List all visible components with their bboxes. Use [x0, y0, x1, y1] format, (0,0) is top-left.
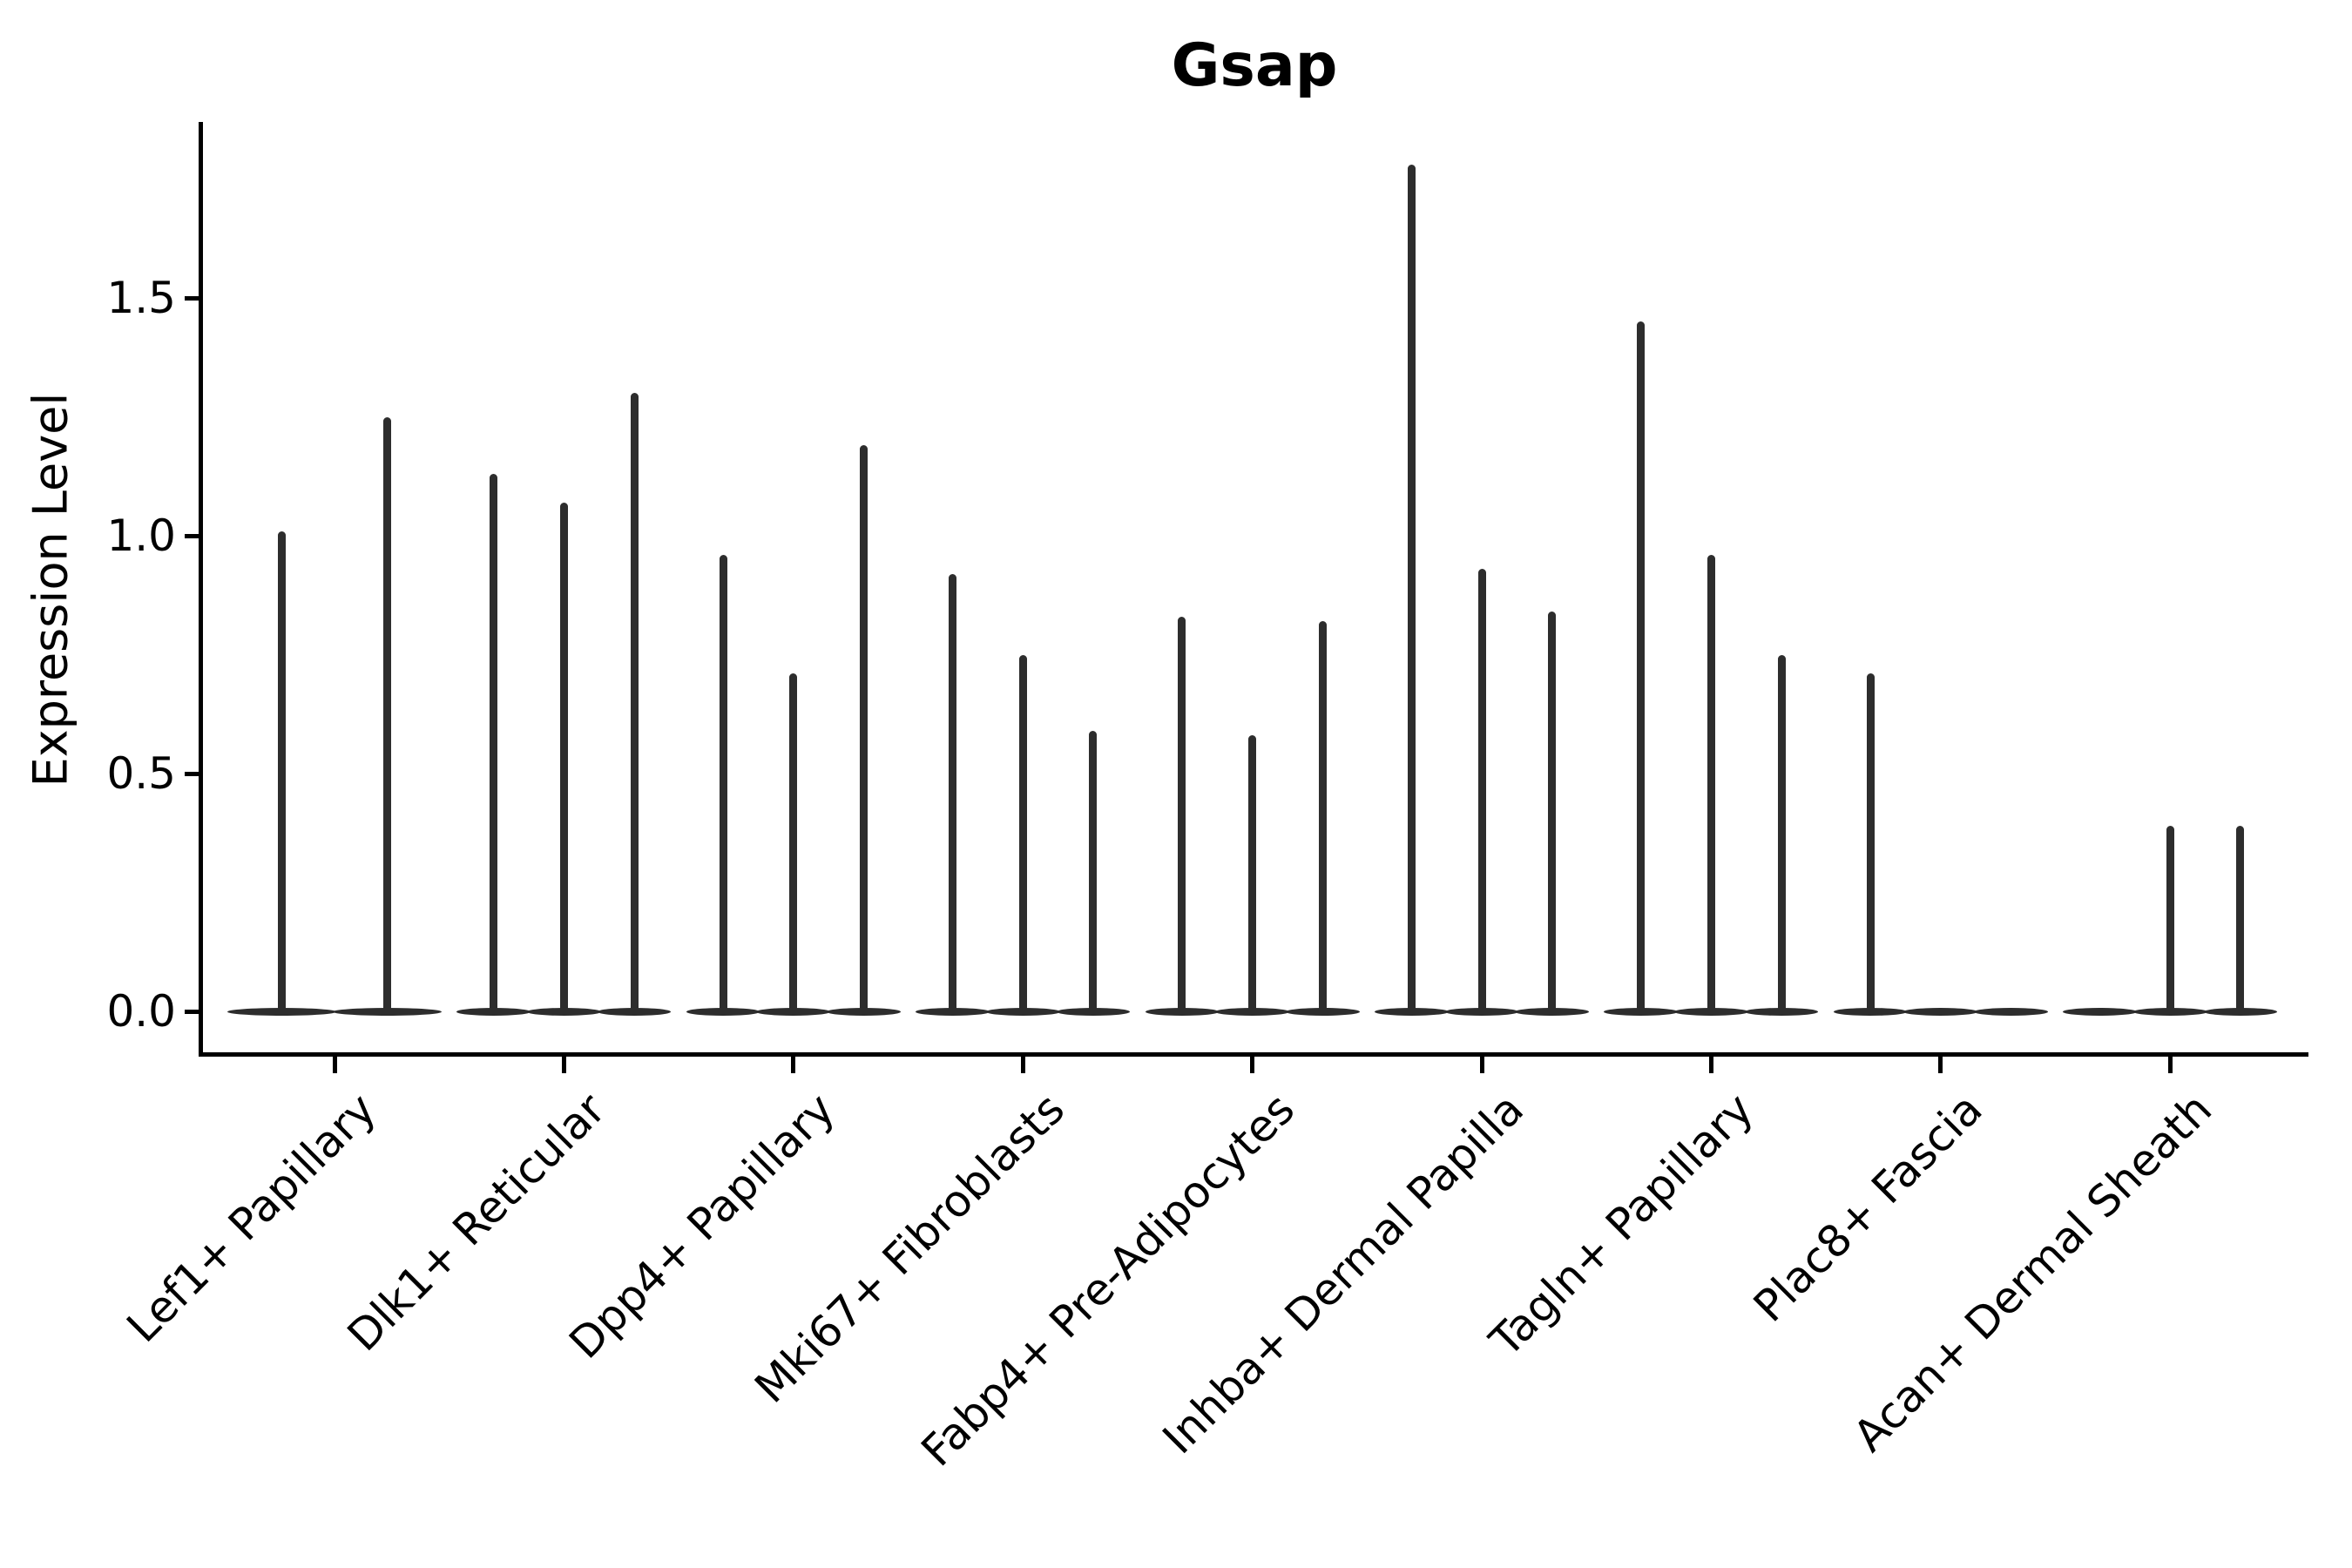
violin-spike [1248, 735, 1257, 1013]
y-tick [185, 295, 199, 301]
violin-base [1974, 1007, 2048, 1016]
violin-spike [278, 531, 286, 1013]
y-axis-spine [199, 122, 203, 1057]
violin-spike [1407, 165, 1416, 1013]
violin-spike [859, 445, 868, 1013]
x-tick [2167, 1057, 2173, 1073]
y-tick-label: 0.5 [106, 748, 176, 799]
violin-base [2063, 1007, 2137, 1016]
violin-spike [719, 554, 727, 1013]
y-tick [185, 771, 199, 776]
violin-spike [2166, 826, 2174, 1013]
x-tick [1708, 1057, 1713, 1073]
violin-spike [630, 393, 639, 1013]
violin-spike [789, 673, 798, 1013]
violin-spike [1637, 321, 1646, 1013]
y-tick-label: 1.5 [106, 273, 176, 323]
violin-spike [1477, 569, 1486, 1013]
violin-spike [1777, 654, 1786, 1013]
violin-spike [490, 474, 498, 1013]
violin-spike [559, 502, 568, 1013]
violin-spike [1018, 654, 1027, 1013]
violin-spike [949, 573, 957, 1013]
violin-spike [1548, 612, 1557, 1013]
x-tick [1938, 1057, 1943, 1073]
x-tick [791, 1057, 796, 1073]
violin-spike [383, 416, 391, 1013]
violin-spike [1089, 730, 1098, 1013]
y-tick [185, 1009, 199, 1014]
x-tick [1020, 1057, 1025, 1073]
y-axis-label: Expression Level [23, 392, 78, 787]
violin-spike [1707, 554, 1715, 1013]
y-tick-label: 0.0 [106, 986, 176, 1037]
x-tick-label: Lef1+ Papillary [117, 1084, 387, 1353]
x-tick [1250, 1057, 1255, 1073]
x-tick [561, 1057, 566, 1073]
y-tick [185, 533, 199, 538]
x-axis-spine [199, 1052, 2308, 1057]
violin-base [1903, 1007, 1978, 1016]
violin-spike [2236, 826, 2245, 1013]
violin-spike [1318, 621, 1327, 1013]
x-tick [332, 1057, 337, 1073]
violin-spike [1178, 616, 1186, 1013]
x-tick [1479, 1057, 1484, 1073]
x-tick-label: Plac8+ Fascia [1744, 1084, 1992, 1332]
x-tick-label: Fabp4+ Pre-Adipocytes [911, 1084, 1304, 1477]
y-tick-label: 1.0 [106, 510, 176, 561]
violin-spike [1866, 673, 1875, 1013]
chart-title: Gsap [1171, 31, 1338, 100]
